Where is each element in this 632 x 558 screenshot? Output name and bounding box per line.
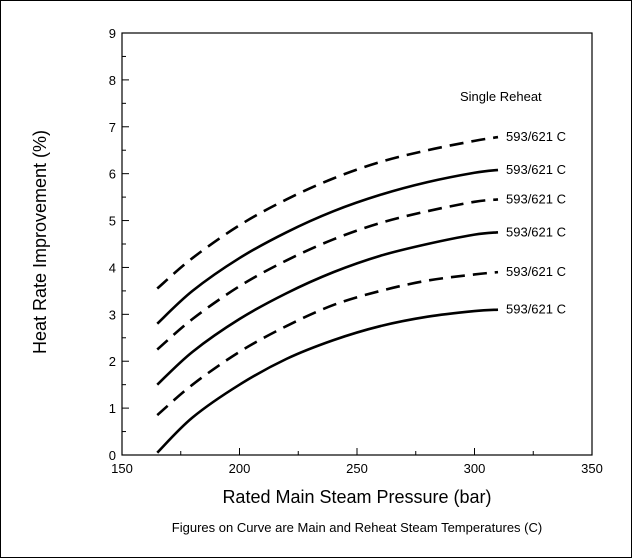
y-tick-label: 2 bbox=[109, 354, 116, 369]
axis-ticks: 0 1 2 3 4 5 6 7 8 9 150 200 250 300 350 bbox=[109, 26, 603, 476]
series-line-6 bbox=[156, 308, 499, 454]
series-line-2 bbox=[156, 168, 499, 325]
y-axis-label: Heat Rate Improvement (%) bbox=[30, 130, 50, 354]
series-line-4 bbox=[156, 230, 499, 386]
x-tick-label: 350 bbox=[581, 461, 603, 476]
x-tick-label: 300 bbox=[464, 461, 486, 476]
series-label: 593/621 C bbox=[506, 162, 566, 177]
x-tick-label: 150 bbox=[111, 461, 133, 476]
y-tick-label: 7 bbox=[109, 120, 116, 135]
series-label: 593/621 C bbox=[506, 129, 566, 144]
y-tick-label: 0 bbox=[109, 448, 116, 463]
series-label: 593/621 C bbox=[506, 302, 566, 317]
series-label: 593/621 C bbox=[506, 191, 566, 206]
y-tick-label: 6 bbox=[109, 167, 116, 182]
y-tick-label: 3 bbox=[109, 307, 116, 322]
y-tick-label: 5 bbox=[109, 214, 116, 229]
footnote: Figures on Curve are Main and Reheat Ste… bbox=[172, 520, 542, 535]
y-tick-label: 1 bbox=[109, 401, 116, 416]
series-label: 593/621 C bbox=[506, 224, 566, 239]
chart-curves bbox=[156, 135, 499, 454]
y-tick-label: 4 bbox=[109, 260, 116, 275]
series-line-5 bbox=[156, 270, 499, 417]
curve-labels: 593/621 C 593/621 C 593/621 C 593/621 C 593/… bbox=[506, 129, 566, 317]
y-tick-label: 9 bbox=[109, 26, 116, 41]
x-tick-label: 200 bbox=[229, 461, 251, 476]
y-tick-label: 8 bbox=[109, 73, 116, 88]
series-line-3 bbox=[156, 198, 499, 351]
series-label: 593/621 C bbox=[506, 264, 566, 279]
series-line-1 bbox=[156, 135, 499, 290]
x-tick-label: 250 bbox=[346, 461, 368, 476]
legend-title: Single Reheat bbox=[460, 89, 542, 104]
x-axis-label: Rated Main Steam Pressure (bar) bbox=[222, 487, 491, 507]
